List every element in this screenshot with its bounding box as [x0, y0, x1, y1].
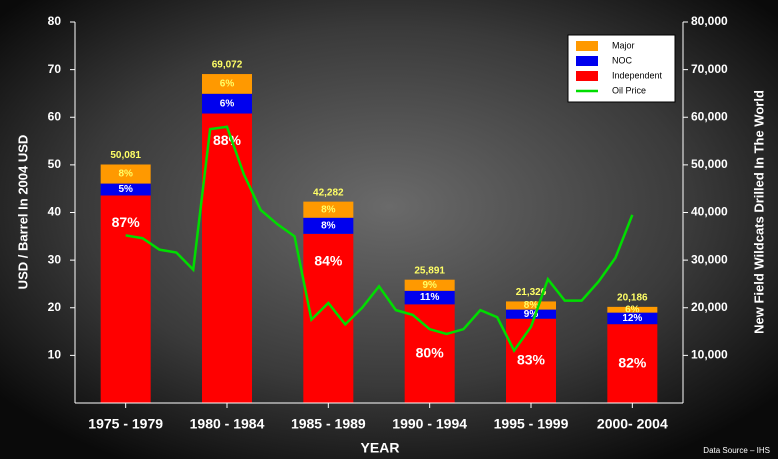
y-tick-label: 70	[48, 62, 62, 76]
source: Data Source – IHS	[703, 446, 770, 455]
y2-axis-label: New Field Wildcats Drilled In The World	[751, 90, 766, 334]
bar-segment	[506, 318, 556, 403]
y-tick-label: 20	[48, 300, 62, 314]
legend-label: NOC	[612, 55, 633, 65]
segment-label: 87%	[112, 214, 141, 230]
bar-segment	[607, 312, 658, 325]
x-axis-label: YEAR	[361, 440, 400, 456]
y2-tick-label: 30,000	[691, 252, 728, 266]
y2-tick-label: 60,000	[691, 109, 728, 123]
oil-price-line	[125, 125, 634, 354]
segment-label: 12%	[622, 313, 642, 324]
y2-tick-label: 10,000	[691, 348, 728, 362]
segment-label: 8%	[118, 169, 133, 180]
total-label: 20,186	[617, 293, 648, 304]
x-tick-label: 1985 - 1989	[291, 416, 366, 432]
segment-label: 8%	[321, 220, 336, 231]
y2-tick-label: 40,000	[691, 205, 728, 219]
x-tick-label: 2000- 2004	[597, 416, 668, 432]
y-tick-label: 30	[48, 252, 62, 266]
y-tick-label: 10	[48, 348, 62, 362]
total-label: 69,072	[212, 60, 243, 71]
total-label: 42,282	[313, 187, 344, 198]
y2-tick-label: 70,000	[691, 62, 728, 76]
x-tick-label: 1980 - 1984	[190, 416, 265, 432]
bar-segment	[202, 113, 252, 403]
bar-segment	[303, 201, 354, 218]
legend-swatch	[576, 71, 598, 81]
total-label: 25,891	[414, 265, 445, 276]
bar-segment	[404, 290, 455, 305]
bar-segment	[506, 301, 556, 310]
segment-label: 6%	[625, 304, 640, 315]
bar-segment	[202, 93, 252, 114]
segment-label: 8%	[321, 204, 336, 215]
legend-label: Oil Price	[612, 85, 646, 95]
segment-label: 6%	[220, 98, 235, 109]
bar-segment	[607, 324, 658, 403]
legend-label: Major	[612, 40, 635, 50]
bar-segment	[506, 309, 556, 319]
segment-label: 80%	[416, 344, 445, 360]
y-tick-label: 40	[48, 205, 62, 219]
bar-segment	[303, 217, 354, 234]
segment-label: 83%	[517, 352, 546, 368]
segment-label: 88%	[213, 132, 242, 148]
bar-segment	[404, 279, 455, 291]
y2-tick-label: 20,000	[691, 300, 728, 314]
bar-segment	[100, 183, 151, 196]
segment-label: 9%	[524, 309, 539, 320]
y-tick-label: 60	[48, 109, 62, 123]
segment-label: 5%	[118, 184, 133, 195]
legend-swatch	[576, 56, 598, 66]
segment-label: 6%	[220, 79, 235, 90]
y2-tick-label: 50,000	[691, 157, 728, 171]
x-tick-label: 1975 - 1979	[88, 416, 163, 432]
bar-segment	[100, 195, 151, 403]
bar-segment	[202, 74, 252, 94]
y-tick-label: 80	[48, 14, 62, 28]
segment-label: 8%	[524, 300, 539, 311]
segment-label: 11%	[420, 292, 440, 303]
segment-label: 9%	[422, 280, 437, 291]
total-label: 21,326	[516, 287, 547, 298]
bar-segment	[100, 164, 151, 184]
legend-label: Independent	[612, 70, 663, 80]
bar-segment	[607, 306, 658, 313]
y2-tick-label: 80,000	[691, 14, 728, 28]
x-tick-label: 1995 - 1999	[494, 416, 569, 432]
x-tick-label: 1990 - 1994	[392, 416, 467, 432]
legend-swatch	[576, 41, 598, 51]
segment-label: 82%	[618, 354, 647, 370]
y-axis-label: USD / Barrel In 2004 USD	[15, 135, 30, 290]
segment-label: 84%	[314, 253, 343, 269]
y-tick-label: 50	[48, 157, 62, 171]
total-label: 50,081	[110, 150, 141, 161]
bar-segment	[404, 304, 455, 403]
